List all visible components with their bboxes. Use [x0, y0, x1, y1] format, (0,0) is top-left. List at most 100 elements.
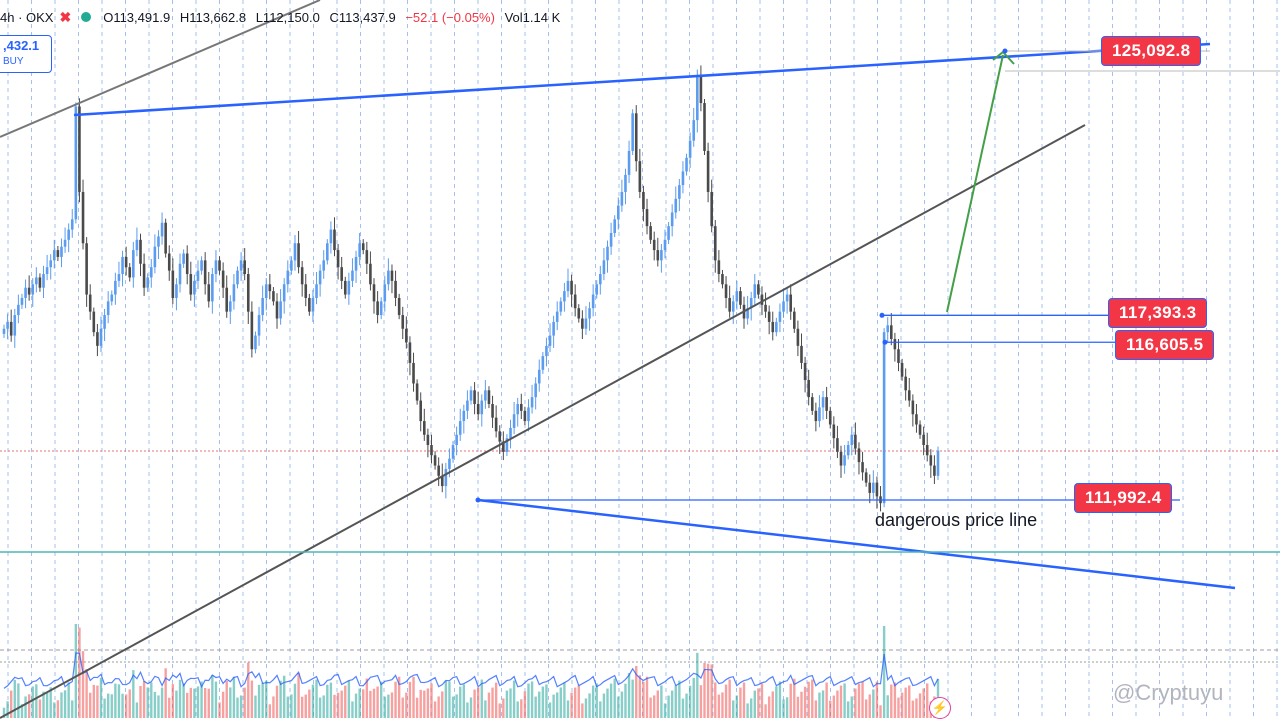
candle-body	[74, 106, 78, 220]
candle-body	[408, 342, 412, 363]
volume-bar	[214, 681, 218, 718]
volume-bar	[333, 694, 336, 718]
volume-bar	[854, 688, 857, 718]
candle-body	[293, 243, 297, 261]
volume-bar	[556, 692, 559, 718]
symbol-label[interactable]: 4h · OKX	[0, 9, 54, 25]
candle-body	[857, 448, 861, 463]
volume-bar	[728, 679, 731, 718]
candle-body	[361, 243, 365, 251]
candle-body	[570, 280, 573, 295]
volume-bar	[915, 698, 918, 718]
candle-body	[246, 274, 250, 312]
target-price-label[interactable]: 125,092.8	[1101, 36, 1202, 66]
volume-bar	[71, 700, 74, 718]
candle-body	[42, 274, 45, 288]
resistance-low-price-label[interactable]: 116,605.5	[1115, 330, 1215, 360]
candle-body	[487, 390, 491, 404]
resistance-high-price-label[interactable]: 117,393.3	[1108, 298, 1208, 328]
candle-body	[466, 400, 469, 411]
volume-bar	[796, 696, 800, 718]
candle-body	[789, 294, 793, 312]
candle-body	[890, 325, 893, 340]
candle-body	[254, 335, 257, 350]
candle-body	[405, 328, 408, 343]
volume-bar	[710, 664, 713, 718]
volume-bar	[329, 682, 333, 718]
volume-bar	[110, 694, 113, 718]
candle-body	[318, 270, 322, 285]
volume-bar	[721, 692, 724, 718]
volume-bar	[247, 662, 250, 718]
volume-bar	[782, 699, 785, 718]
close-icon[interactable]: ✖	[59, 8, 72, 25]
candle-body	[182, 253, 185, 264]
buy-button[interactable]: ,432.1 BUY	[0, 35, 52, 73]
candle-body	[696, 75, 699, 121]
volume-bar	[376, 686, 379, 718]
candle-body	[502, 441, 505, 452]
volume-bar	[584, 698, 588, 718]
volume-bar	[922, 688, 925, 718]
support-price-label[interactable]: 111,992.4	[1074, 483, 1173, 513]
volume-bar	[764, 704, 767, 718]
candle-body	[555, 311, 559, 322]
lightning-icon[interactable]: ⚡	[929, 697, 951, 719]
candle-body	[828, 410, 832, 425]
volume-bar	[645, 676, 649, 718]
candle-body	[688, 140, 692, 158]
candle-body	[70, 219, 74, 230]
candle-body	[117, 274, 121, 281]
volume-bar	[746, 703, 749, 718]
candle-body	[451, 445, 455, 459]
candle-body	[178, 263, 182, 285]
volume-bar	[635, 666, 638, 718]
volume-bar	[793, 678, 796, 718]
volume-bar	[818, 692, 821, 718]
volume-bar	[67, 682, 70, 718]
candle-body	[512, 414, 516, 428]
volume-bar	[509, 688, 512, 718]
candle-body	[333, 229, 336, 251]
candle-body	[106, 301, 110, 316]
candle-body	[462, 410, 466, 422]
candle-body	[275, 301, 279, 319]
candle-body	[832, 424, 836, 439]
candle-body	[322, 260, 326, 271]
volume-bar	[663, 703, 667, 718]
candle-body	[660, 250, 663, 261]
candle-body	[232, 284, 236, 302]
volume-bar	[678, 680, 681, 718]
volume-bar	[336, 692, 340, 718]
candle-body	[455, 434, 458, 446]
volume-bar	[703, 663, 706, 718]
volume-bar	[538, 691, 541, 718]
candle-body	[394, 280, 397, 298]
candle-body	[132, 250, 135, 278]
candle-body	[760, 294, 764, 305]
candle-body	[681, 171, 685, 186]
candle-body	[534, 383, 537, 398]
candle-body	[656, 250, 660, 261]
candle-body	[537, 369, 541, 384]
volume-bar	[750, 698, 753, 718]
volume-bar	[49, 687, 52, 718]
candle-body	[563, 291, 566, 302]
volume-bar	[462, 684, 466, 718]
volume-bar	[789, 683, 792, 718]
volume-bar	[667, 695, 670, 718]
candle-body	[764, 304, 767, 312]
dangerous-price-line-annotation: dangerous price line	[875, 510, 1038, 530]
volume-bar	[502, 698, 505, 718]
volume-bar	[286, 696, 289, 718]
candle-body	[290, 260, 293, 271]
candle-body	[282, 284, 286, 302]
volume-bar	[124, 694, 128, 718]
upper-resistance-line	[73, 42, 1211, 117]
volume-bar	[771, 691, 774, 718]
volume-bar	[577, 685, 580, 718]
candle-body	[35, 277, 38, 285]
candle-body	[376, 301, 379, 316]
volume-bar	[875, 681, 879, 718]
